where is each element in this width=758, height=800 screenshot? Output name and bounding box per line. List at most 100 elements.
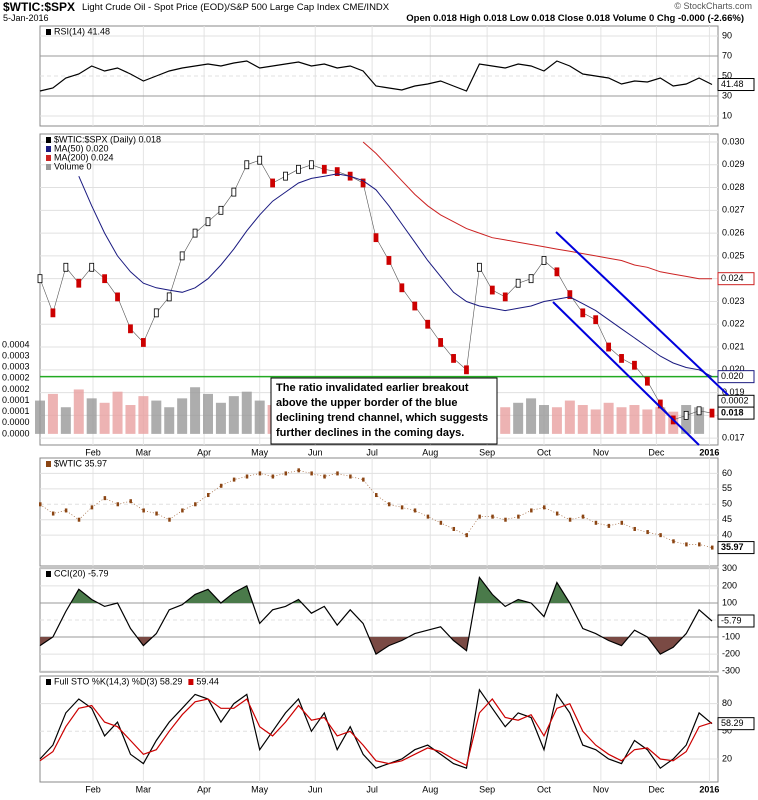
volume-bar xyxy=(47,393,58,434)
y-tick-label: 55 xyxy=(722,483,732,493)
volume-bar xyxy=(215,402,226,434)
x-tick-label: 2016 xyxy=(699,447,719,457)
candle xyxy=(632,360,637,370)
moving-average xyxy=(362,141,712,280)
volume-bar xyxy=(177,398,188,434)
volume-bar xyxy=(203,393,213,434)
y-tick-label: 300 xyxy=(722,563,737,573)
series-line xyxy=(39,688,713,770)
y2-tick-label: 0.0001 xyxy=(2,395,30,405)
candle xyxy=(489,285,495,295)
x-tick-label: May xyxy=(251,447,269,457)
price-bar xyxy=(64,508,68,513)
price-bar xyxy=(659,533,662,538)
candle xyxy=(205,217,211,227)
legend-swatch xyxy=(46,164,51,170)
legend-swatch xyxy=(46,461,51,467)
last-value-label: 0.0002 xyxy=(721,396,749,406)
candle xyxy=(166,292,172,302)
price-bar xyxy=(142,508,145,513)
price-bar xyxy=(555,511,559,516)
x-tick-label: Jul xyxy=(366,784,378,794)
price-bar xyxy=(672,539,675,544)
volume-bar xyxy=(86,398,97,434)
last-value-label: 35.97 xyxy=(721,542,744,552)
volume-bar xyxy=(694,407,705,434)
y-tick-label: 30 xyxy=(722,90,732,100)
y-tick-label: 50 xyxy=(722,499,732,509)
y-tick-label: 0.026 xyxy=(722,227,745,237)
last-value-box xyxy=(717,614,755,628)
x-tick-label: Nov xyxy=(593,784,610,794)
y-tick-label: 0.019 xyxy=(722,387,745,397)
y-tick-label: 60 xyxy=(722,468,732,478)
candle xyxy=(321,164,327,174)
candle xyxy=(218,205,224,215)
candle xyxy=(283,171,288,181)
volume-bar xyxy=(60,407,71,434)
candle xyxy=(308,160,314,170)
candle xyxy=(696,406,702,416)
y2-tick-label: 0.0001 xyxy=(2,406,30,416)
candle xyxy=(140,338,146,347)
y-tick-label: 0.029 xyxy=(722,159,745,169)
candle xyxy=(683,410,689,420)
price-bar xyxy=(245,474,249,479)
volume-bar xyxy=(99,402,110,434)
price-bar xyxy=(607,523,611,528)
price-bar xyxy=(258,471,262,476)
y-tick-label: 0.020 xyxy=(722,364,745,374)
price-bar xyxy=(452,526,456,531)
y-tick-label: 200 xyxy=(722,580,737,590)
price-bar xyxy=(362,477,365,482)
candle xyxy=(179,251,185,261)
header: $WTIC:$SPX Light Crude Oil - Spot Price … xyxy=(0,0,758,24)
price-bar xyxy=(517,514,520,519)
volume-bar xyxy=(629,405,640,434)
y-tick-label: 0.022 xyxy=(722,319,745,329)
price-bar xyxy=(297,468,300,473)
price-bar xyxy=(271,474,275,479)
last-value-label: 0.020 xyxy=(721,371,744,381)
candle xyxy=(360,178,366,188)
y-tick-label: -100 xyxy=(722,631,740,641)
volume-bar xyxy=(228,396,239,434)
y2-tick-label: 0.0003 xyxy=(2,362,30,372)
last-value-box xyxy=(717,78,755,92)
panel-frame xyxy=(39,457,719,567)
y2-tick-label: 0.0000 xyxy=(2,417,30,427)
volume-bar xyxy=(500,407,511,434)
price-bar xyxy=(594,520,598,525)
y2-tick-label: 0.0004 xyxy=(2,339,30,349)
candle xyxy=(192,228,198,238)
legend-label: $WTIC 35.97 xyxy=(54,458,107,468)
candle xyxy=(567,290,573,300)
candle xyxy=(115,292,120,302)
candle xyxy=(334,167,340,176)
channel-upper xyxy=(555,231,729,396)
legend-label: $WTIC:$SPX (Daily) 0.018 xyxy=(54,134,161,144)
y-tick-label: -300 xyxy=(722,666,740,676)
legend-swatch xyxy=(46,571,51,577)
candle xyxy=(373,233,379,243)
annotation-text: The ratio invalidated earlier breakout xyxy=(276,382,469,394)
x-tick-label: Feb xyxy=(85,784,101,794)
x-tick-label: Jun xyxy=(308,784,323,794)
candle xyxy=(709,408,715,418)
volume-bar xyxy=(564,400,575,434)
y2-tick-label: 0.0003 xyxy=(2,351,30,361)
price-bar xyxy=(413,508,417,513)
oversold-fill xyxy=(40,637,712,655)
price-bar xyxy=(232,477,236,482)
volume-bar xyxy=(164,407,175,434)
x-tick-label: Mar xyxy=(136,784,152,794)
legend-swatch xyxy=(46,137,51,143)
x-tick-label: May xyxy=(251,784,269,794)
price-bar xyxy=(181,508,184,513)
last-value-box xyxy=(717,406,755,420)
price-bar xyxy=(711,545,714,550)
volume-bar xyxy=(551,407,562,434)
